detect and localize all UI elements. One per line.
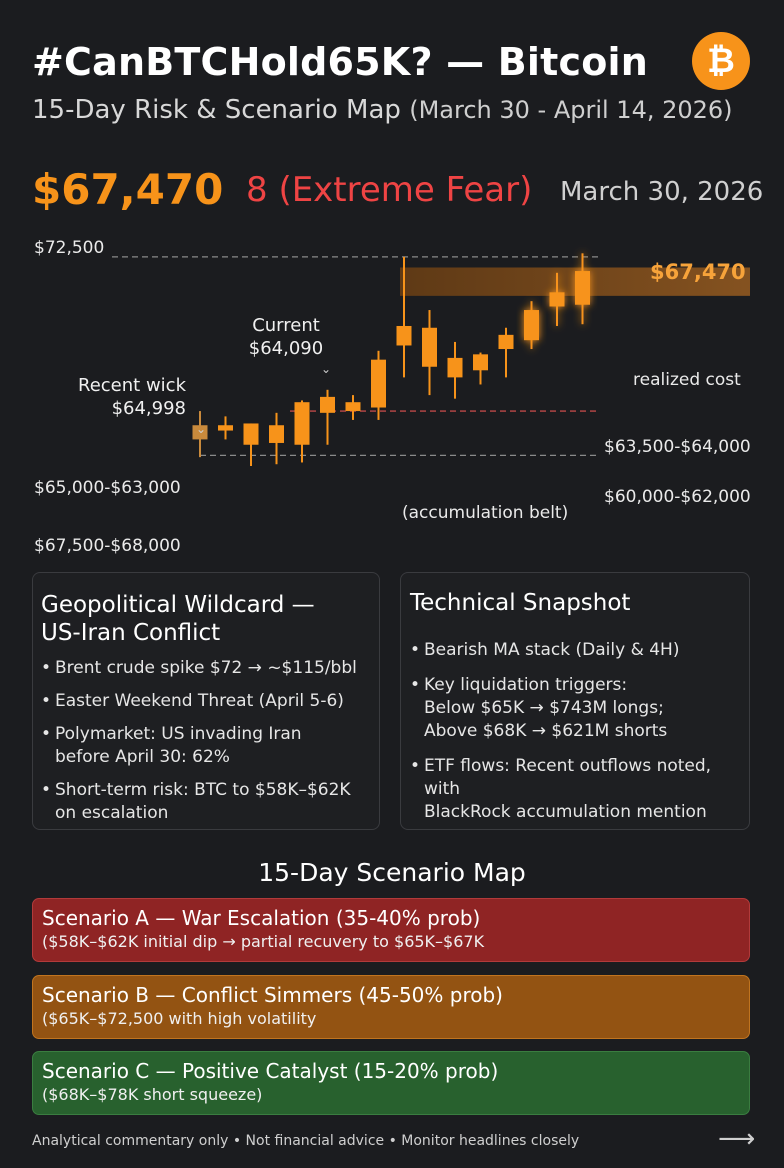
- chevron-down-icon: ⌄: [196, 422, 207, 436]
- current-annotation-title: Current: [252, 315, 320, 336]
- wick-annotation: Recent wick $64,998: [60, 374, 186, 420]
- realized-cost-label: realized cost: [633, 370, 741, 390]
- scenario-map-title: 15-Day Scenario Map: [258, 858, 526, 887]
- candle-body: [320, 396, 335, 413]
- candle-body: [473, 354, 488, 371]
- candle: [320, 389, 335, 445]
- candle: [294, 400, 310, 463]
- scenario-a-title: Scenario A — War Escalation (35-40% prob…: [42, 906, 481, 930]
- support-line-label: $63,500-$64,000: [604, 437, 751, 457]
- arrow-right-icon[interactable]: ⟶: [718, 1124, 756, 1154]
- bitcoin-logo-icon: ₿: [692, 32, 750, 90]
- candle-body: [549, 292, 565, 307]
- fear-index: 8 (Extreme Fear): [246, 170, 533, 210]
- wick-annotation-title: Recent wick: [78, 375, 186, 396]
- candle-body: [345, 402, 361, 412]
- candle: [575, 253, 590, 325]
- candle-body: [243, 423, 259, 445]
- candle-body: [218, 425, 233, 431]
- candle-body: [269, 425, 284, 443]
- scenario-b-card: Scenario B — Conflict Simmers (45-50% pr…: [32, 975, 750, 1039]
- current-annotation: Current $64,090: [236, 314, 336, 360]
- current-price: $67,470: [32, 165, 224, 214]
- list-item: Brent crude spike $72 → ~$115/bbl: [41, 657, 371, 680]
- scenario-c-card: Scenario C — Positive Catalyst (15-20% p…: [32, 1051, 750, 1115]
- technical-list: Bearish MA stack (Daily & 4H) Key liquid…: [410, 639, 740, 824]
- list-item: Bearish MA stack (Daily & 4H): [410, 639, 740, 662]
- report-date: March 30, 2026: [560, 177, 764, 207]
- candle: [422, 310, 437, 396]
- candle: [396, 256, 412, 378]
- candle: [371, 350, 386, 420]
- page-title: #CanBTCHold65K? — Bitcoin: [32, 40, 649, 84]
- disclaimer-footer: Analytical commentary only • Not financi…: [32, 1133, 580, 1149]
- candle: [243, 423, 259, 467]
- candle-body: [524, 310, 539, 341]
- candle: [269, 412, 284, 465]
- scenario-b-title: Scenario B — Conflict Simmers (45-50% pr…: [42, 983, 503, 1007]
- candle-body: [575, 271, 590, 305]
- candle: [218, 416, 233, 440]
- accumulation-belt-label: (accumulation belt): [402, 503, 569, 523]
- candle-body: [396, 325, 412, 346]
- accumulation-line-label: $60,000-$62,000: [604, 487, 751, 507]
- list-item: ETF flows: Recent outflows noted, withBl…: [410, 755, 740, 824]
- geopolitical-list: Brent crude spike $72 → ~$115/bbl Easter…: [41, 657, 371, 825]
- candle-body: [447, 357, 463, 378]
- technical-panel-title: Technical Snapshot: [410, 590, 631, 616]
- geopolitical-panel-title: Geopolitical Wildcard — US-Iran Conflict: [41, 592, 315, 646]
- candle-body: [371, 359, 386, 408]
- list-item: Easter Weekend Threat (April 5-6): [41, 690, 371, 713]
- scenario-a-card: Scenario A — War Escalation (35-40% prob…: [32, 898, 750, 962]
- page-subtitle: 15-Day Risk & Scenario Map (March 30 - A…: [32, 95, 733, 125]
- label-left-bottom: $67,500-$68,000: [34, 536, 181, 556]
- geopolitical-panel: Geopolitical Wildcard — US-Iran Conflict…: [32, 572, 380, 830]
- scenario-b-desc: ($65K–$72,500 with high volatility: [42, 1009, 317, 1028]
- scenario-c-desc: ($68K–$78K short squeeze): [42, 1085, 263, 1104]
- subtitle-main: 15-Day Risk & Scenario Map: [32, 95, 401, 125]
- candle-body: [294, 402, 310, 445]
- technical-panel: Technical Snapshot Bearish MA stack (Dai…: [400, 572, 750, 830]
- wick-annotation-value: $64,998: [111, 398, 186, 419]
- subtitle-range: (March 30 - April 14, 2026): [409, 96, 733, 124]
- scenario-a-desc: ($58K–$62K initial dip → partial recuver…: [42, 932, 485, 951]
- candle: [498, 327, 514, 378]
- candle-body: [192, 425, 208, 440]
- candle-body: [422, 327, 437, 367]
- candlestick-chart: [112, 253, 750, 467]
- label-top-left: $72,500: [34, 238, 105, 258]
- highlight-zone-label: $67,470: [650, 260, 746, 284]
- candle: [192, 411, 208, 458]
- candle: [549, 272, 565, 326]
- label-left-mid: $65,000-$63,000: [34, 478, 181, 498]
- candle: [345, 395, 361, 420]
- list-item: Key liquidation triggers:Below $65K → $7…: [410, 674, 740, 743]
- candle: [447, 341, 463, 399]
- current-annotation-value: $64,090: [248, 338, 324, 359]
- scenario-c-title: Scenario C — Positive Catalyst (15-20% p…: [42, 1059, 499, 1083]
- candle: [524, 301, 539, 350]
- candle-body: [498, 334, 514, 350]
- candle: [473, 352, 488, 385]
- chevron-down-icon: ⌄: [321, 362, 332, 376]
